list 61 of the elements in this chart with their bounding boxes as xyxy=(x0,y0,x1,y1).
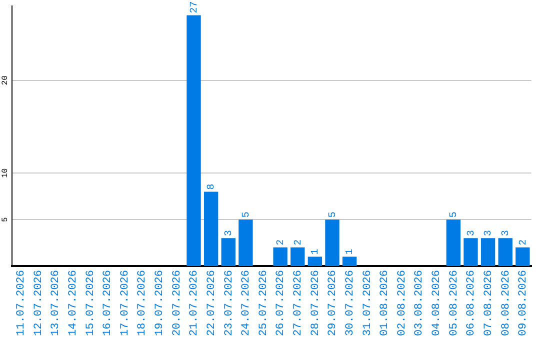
bar xyxy=(464,238,478,266)
data-label: 3 xyxy=(484,230,495,236)
x-tick-label: 07.08.2026 xyxy=(482,270,495,336)
data-label: 3 xyxy=(500,230,512,236)
x-tick-label: 06.08.2026 xyxy=(466,270,478,336)
x-tick-label: 24.07.2026 xyxy=(240,270,253,336)
x-tick-label: 09.08.2026 xyxy=(518,270,530,336)
data-label: 3 xyxy=(466,230,478,236)
x-tick-label: 21.07.2026 xyxy=(188,270,201,336)
data-label: 5 xyxy=(328,212,339,218)
data-label: 8 xyxy=(206,184,218,190)
x-tick-label: 15.07.2026 xyxy=(84,270,97,336)
x-tick-label: 31.07.2026 xyxy=(362,270,374,336)
x-tick-label: 29.07.2026 xyxy=(327,270,340,336)
x-tick-label: 13.07.2026 xyxy=(50,270,62,336)
x-tick-label: 25.07.2026 xyxy=(258,270,270,336)
y-tick-label: 20 xyxy=(1,75,10,86)
bar xyxy=(221,238,236,266)
data-label: 5 xyxy=(241,212,252,218)
bar xyxy=(325,220,340,266)
bar xyxy=(204,192,218,266)
bar xyxy=(498,238,512,266)
data-label: 2 xyxy=(276,239,287,246)
data-label: 1 xyxy=(310,248,322,255)
x-tick-label: 18.07.2026 xyxy=(136,270,149,336)
x-tick-label: 16.07.2026 xyxy=(102,270,114,336)
bar xyxy=(342,256,357,266)
y-tick-label: 10 xyxy=(1,168,10,178)
bar xyxy=(516,247,530,266)
x-tick-label: 11.07.2026 xyxy=(16,270,28,336)
x-tick-label: 14.07.2026 xyxy=(67,270,80,336)
x-tick-label: 27.07.2026 xyxy=(292,270,305,336)
bar xyxy=(308,256,322,266)
bar xyxy=(238,220,253,266)
x-tick-label: 28.07.2026 xyxy=(310,270,322,336)
x-tick-label: 26.07.2026 xyxy=(275,270,288,336)
x-tick-label: 22.07.2026 xyxy=(206,270,218,336)
x-tick-label: 03.08.2026 xyxy=(414,270,426,336)
data-label: 2 xyxy=(518,239,530,246)
bar xyxy=(446,220,461,266)
x-tick-label: 23.07.2026 xyxy=(223,270,236,336)
x-tick-label: 05.08.2026 xyxy=(448,270,460,336)
x-tick-label: 02.08.2026 xyxy=(396,270,408,336)
y-tick-label: 5 xyxy=(1,216,10,222)
bar xyxy=(273,247,288,266)
bar xyxy=(186,15,201,266)
x-tick-label: 01.08.2026 xyxy=(379,270,392,336)
bar xyxy=(480,238,496,266)
x-tick-label: 30.07.2026 xyxy=(344,270,356,336)
x-tick-label: 04.08.2026 xyxy=(431,270,444,336)
data-label: 2 xyxy=(293,239,304,246)
bar xyxy=(290,247,305,266)
x-tick-label: 19.07.2026 xyxy=(154,270,166,336)
x-tick-label: 17.07.2026 xyxy=(119,270,132,336)
x-tick-label: 20.07.2026 xyxy=(171,270,184,336)
data-label: 27 xyxy=(189,1,200,14)
x-tick-label: 12.07.2026 xyxy=(32,270,45,336)
data-label: 3 xyxy=(224,230,236,236)
x-tick-label: 08.08.2026 xyxy=(500,270,512,336)
data-label: 1 xyxy=(345,248,356,255)
data-label: 5 xyxy=(449,212,460,218)
